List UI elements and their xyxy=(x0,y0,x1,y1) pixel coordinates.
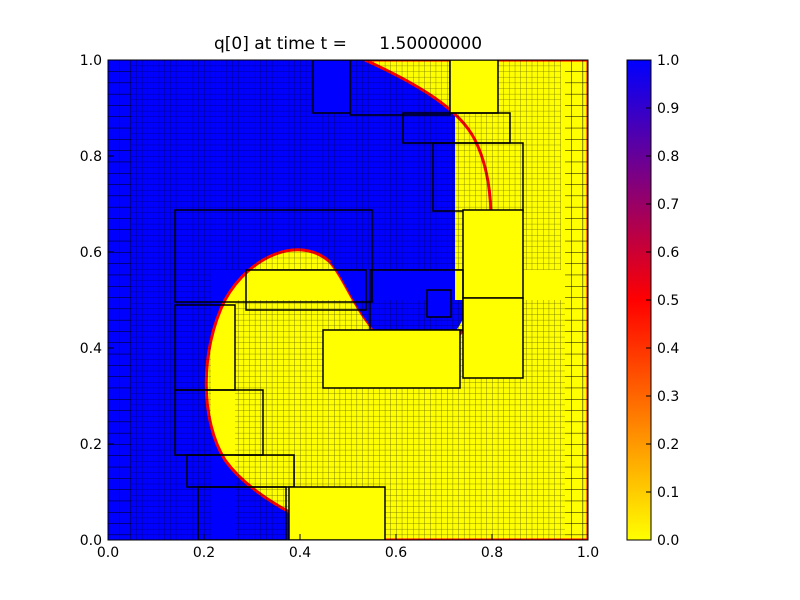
amr-patches xyxy=(174,60,524,540)
patch xyxy=(312,60,351,114)
x-tick-label: 0.2 xyxy=(193,545,215,561)
fine-grid-left xyxy=(131,270,211,540)
y-tick-label: 0.6 xyxy=(80,245,102,261)
patch xyxy=(426,289,452,318)
coarse-grid-right xyxy=(565,60,588,540)
patch xyxy=(245,269,367,311)
x-tick-label: 0.4 xyxy=(289,545,311,561)
x-tick-label: 0.8 xyxy=(481,545,503,561)
colorbar-ticks: 0.0 0.1 0.2 0.3 0.4 0.5 0.6 0.7 0.8 0.9 1.0 xyxy=(646,53,679,549)
x-tick-label: 0.6 xyxy=(385,545,407,561)
patch xyxy=(322,329,461,389)
y-tick-label: 0.0 xyxy=(80,533,102,549)
x-axis: 0.0 0.2 0.4 0.6 0.8 1.0 xyxy=(97,534,599,561)
heatmap-field xyxy=(108,60,588,540)
colorbar-tick-label: 0.9 xyxy=(657,101,679,117)
plot-frame xyxy=(107,59,589,541)
colorbar: 0.0 0.1 0.2 0.3 0.4 0.5 0.6 0.7 0.8 0.9 1.0 xyxy=(626,53,679,549)
patch xyxy=(174,209,373,303)
patch xyxy=(462,209,524,299)
coarse-grid-left xyxy=(108,60,131,540)
y-tick-label: 0.8 xyxy=(80,149,102,165)
y-tick-label: 1.0 xyxy=(80,53,102,69)
patch xyxy=(449,60,499,114)
patch xyxy=(288,486,386,540)
colorbar-tick-label: 0.7 xyxy=(657,197,679,213)
colorbar-tick-label: 0.4 xyxy=(657,341,679,357)
x-tick-label: 0.0 xyxy=(97,545,119,561)
colorbar-tick-label: 0.0 xyxy=(657,533,679,549)
patch xyxy=(197,486,287,540)
colorbar-tick-label: 0.8 xyxy=(657,149,679,165)
patch xyxy=(462,297,524,379)
colorbar-tick-label: 0.6 xyxy=(657,245,679,261)
colorbar-tick-label: 0.2 xyxy=(657,437,679,453)
chart-title: q[0] at time t = 1.50000000 xyxy=(214,34,482,54)
colorbar-tick-label: 0.3 xyxy=(657,389,679,405)
x-tick-label: 1.0 xyxy=(577,545,599,561)
y-tick-label: 0.4 xyxy=(80,341,102,357)
y-tick-label: 0.2 xyxy=(80,437,102,453)
colorbar-tick-label: 0.5 xyxy=(657,293,679,309)
colorbar-tick-label: 0.1 xyxy=(657,485,679,501)
y-axis: 0.0 0.2 0.4 0.6 0.8 1.0 xyxy=(80,53,114,549)
colorbar-tick-label: 1.0 xyxy=(657,53,679,69)
